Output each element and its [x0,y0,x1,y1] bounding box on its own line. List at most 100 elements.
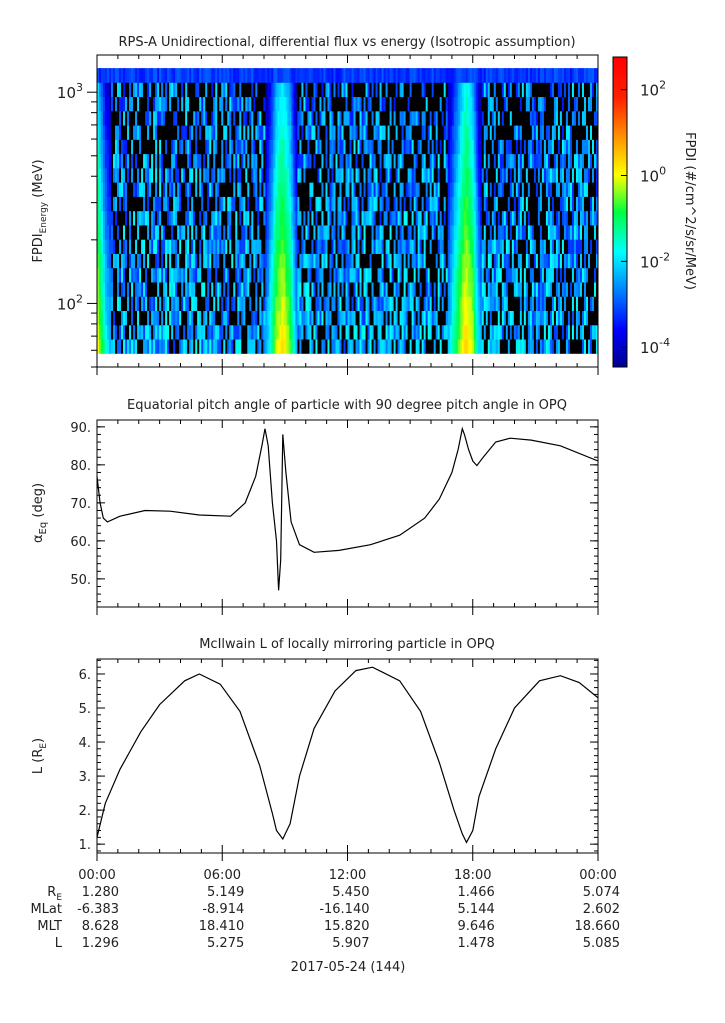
spectrogram-cell [573,125,577,140]
spectrogram-cell [529,68,533,83]
spectrogram-cell [201,182,204,197]
spectrogram-cell [365,139,368,155]
spectrogram-cell [105,68,108,83]
spectrogram-cell [315,339,318,354]
spectrogram-cell [493,125,497,140]
spectrogram-cell [259,324,262,340]
spectrogram-cell [449,339,453,354]
spectrogram-cell [113,339,116,354]
spectrogram-cell [119,139,122,155]
spectrogram-cell [199,96,202,112]
spectrogram-cell [596,310,598,326]
spectrogram-cell [207,182,210,197]
spectrogram-cell [281,125,284,140]
spectrogram-cell [283,196,286,212]
spectrogram-cell [269,282,272,297]
spectrogram-cell [233,196,236,212]
spectrogram-cell [299,339,302,354]
spectrogram-cell [577,125,581,140]
spectrogram-cell [165,196,168,212]
spectrogram-cell [133,167,136,183]
spectrogram-cell [443,196,447,212]
spectrogram-cell [596,239,598,254]
spectrogram-cell [297,310,300,326]
spectrogram-cell [187,96,190,112]
spectrogram-cell [445,153,449,169]
spectrogram-cell [205,96,208,112]
spectrogram-cell [411,253,415,269]
spectrogram-cell [167,210,170,226]
spectrogram-cell [549,153,553,169]
spectrogram-cell [105,225,108,240]
spectrogram-cell [409,96,413,112]
spectrogram-cell [165,282,168,297]
spectrogram-cell [253,153,256,169]
spectrogram-cell [383,82,386,98]
spectrogram-cell [413,324,417,340]
spectrogram-cell [495,125,499,140]
spectrogram-cell [127,267,130,283]
spectrogram-cell [507,267,511,283]
spectrogram-cell [319,339,322,354]
spectrogram-cell [505,239,509,254]
spectrogram-cell [403,139,407,155]
spectrogram-cell [561,82,565,98]
spectrogram-cell [325,139,328,155]
spectrogram-cell [373,196,376,212]
spectrogram-cell [203,139,206,155]
spectrogram-cell [145,253,148,269]
spectrogram-cell [509,153,513,169]
spectrogram-cell [175,153,178,169]
spectrogram-cell [145,110,148,126]
spectrogram-cell [259,96,262,112]
spectrogram-cell [385,96,388,112]
spectrogram-cell [481,68,485,83]
spectrogram-cell [519,253,523,269]
spectrogram-cell [117,153,120,169]
spectrogram-cell [289,110,292,126]
spectrogram-cell [593,324,597,340]
spectrogram-cell [311,182,314,197]
spectrogram-cell [193,310,196,326]
spectrogram-cell [439,167,443,183]
spectrogram-cell [317,339,320,354]
spectrogram-cell [559,296,563,311]
spectrogram-cell [287,68,290,83]
spectrogram-cell [337,225,340,240]
spectrogram-cell [249,68,252,83]
spectrogram-cell [457,96,461,112]
spectrogram-cell [343,324,346,340]
spectrogram-cell [99,339,102,354]
spectrogram-cell [337,125,340,140]
spectrogram-cell [427,68,431,83]
spectrogram-cell [351,110,354,126]
spectrogram-cell [393,310,396,326]
spectrogram-cell [139,182,142,197]
spectrogram-cell [295,167,298,183]
spectrogram-cell [369,153,372,169]
spectrogram-cell [273,153,276,169]
spectrogram-cell [171,82,174,98]
spectrogram-cell [231,282,234,297]
spectrogram-cell [161,267,164,283]
spectrogram-cell [247,82,250,98]
spectrogram-cell [305,96,308,112]
spectrogram-cell [477,153,481,169]
spectrogram-cell [179,225,182,240]
spectrogram-cell [185,296,188,311]
spectrogram-cell [455,339,459,354]
spectrogram-cell [239,125,242,140]
spectrogram-cell [579,139,583,155]
spectrogram-cell [269,153,272,169]
spectrogram-cell [499,110,503,126]
spectrogram-cell [157,167,160,183]
spectrogram-cell [233,339,236,354]
spectrogram-cell [387,239,390,254]
spectrogram-cell [215,153,218,169]
spectrogram-cell [579,82,583,98]
spectrogram-cell [173,267,176,283]
spectrogram-cell [251,167,254,183]
spectrogram-cell [559,239,563,254]
spectrogram-cell [185,153,188,169]
spectrogram-cell [353,96,356,112]
